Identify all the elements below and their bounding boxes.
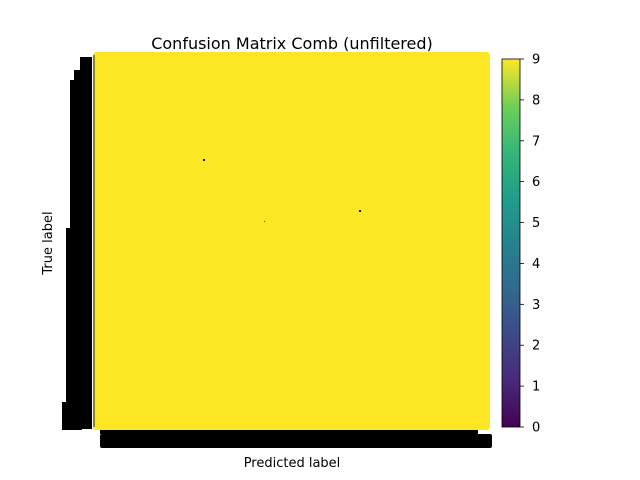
colorbar-gradient	[501, 58, 521, 428]
colorbar-tick-label: 1	[532, 380, 540, 395]
y-tick-labels	[62, 57, 92, 430]
heatmap-matrix	[93, 52, 490, 430]
colorbar-tick-label: 9	[532, 53, 540, 68]
x-tick-labels	[100, 430, 492, 448]
colorbar-tick-label: 0	[532, 421, 540, 436]
colorbar-tick-label: 5	[532, 216, 540, 231]
chart-title: Confusion Matrix Comb (unfiltered)	[151, 34, 433, 53]
x-axis-label: Predicted label	[244, 456, 341, 471]
colorbar-tick-label: 2	[532, 339, 540, 354]
colorbar-tick-label: 7	[532, 134, 540, 149]
colorbar-tick-label: 4	[532, 257, 540, 272]
colorbar: 0 1 2 3 4 5 6 7 8 9	[501, 53, 540, 436]
colorbar-ticks: 0 1 2 3 4 5 6 7 8 9	[520, 53, 540, 436]
colorbar-tick-label: 3	[532, 298, 540, 313]
y-axis-label: True label	[41, 211, 56, 275]
colorbar-tick-label: 6	[532, 175, 540, 190]
colorbar-tick-label: 8	[532, 93, 540, 108]
